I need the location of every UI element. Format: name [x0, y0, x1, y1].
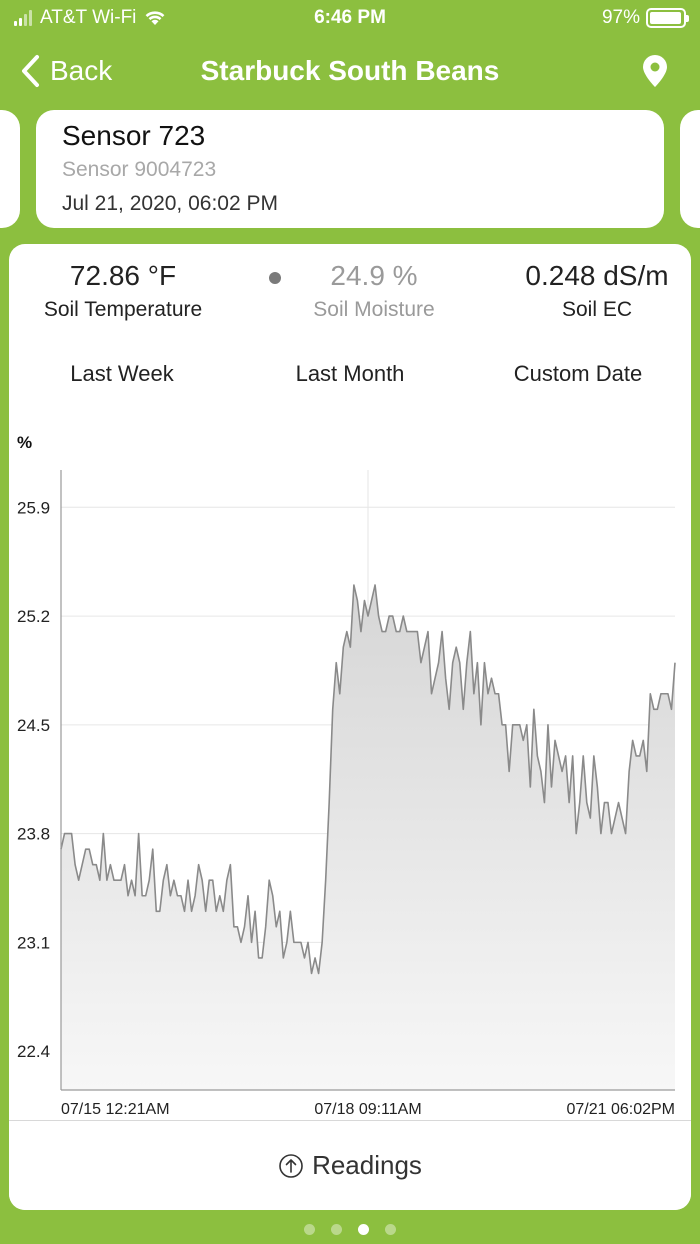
map-pin-icon[interactable]: [642, 54, 668, 88]
tab-custom-date[interactable]: Custom Date: [513, 361, 643, 386]
x-tick-label: 07/15 12:21AM: [61, 1101, 170, 1114]
y-tick-label: 24.5: [17, 716, 50, 735]
metric-value: 72.86 °F: [69, 260, 177, 291]
carrier-label: AT&T Wi-Fi: [40, 7, 137, 28]
chart-axes: [60, 470, 675, 1091]
chart-series: [60, 584, 676, 1090]
cellular-signal-icon: [14, 10, 32, 26]
readings-panel: 72.86 °F Soil Temperature 24.9 % Soil Mo…: [9, 244, 691, 1210]
y-tick-label: 23.8: [17, 825, 50, 844]
page-indicator: [0, 1224, 700, 1235]
nav-bar: Back Starbuck South Beans: [0, 40, 700, 104]
x-tick-label: 07/18 09:11AM: [314, 1101, 421, 1114]
metric-soil-moisture[interactable]: 24.9 % Soil Moisture: [287, 260, 461, 322]
page-dot[interactable]: [331, 1224, 342, 1235]
wifi-icon: [146, 11, 165, 25]
readings-button[interactable]: Readings: [9, 1120, 691, 1210]
y-tick-label: 23.1: [17, 933, 50, 952]
x-axis-ticks: 07/15 12:21AM 07/18 09:11AM 07/21 06:02PM: [61, 1101, 675, 1114]
status-left: AT&T Wi-Fi: [14, 7, 166, 29]
y-axis-unit: %: [17, 433, 32, 452]
y-tick-label: 22.4: [17, 1042, 50, 1061]
metric-soil-ec[interactable]: 0.248 dS/m Soil EC: [509, 260, 685, 322]
next-sensor-card[interactable]: [680, 110, 700, 228]
page-dot[interactable]: [385, 1224, 396, 1235]
x-tick-label: 07/21 06:02PM: [566, 1101, 675, 1114]
status-right: 97%: [601, 7, 689, 29]
battery-fill: [650, 12, 682, 24]
tab-last-week[interactable]: Last Week: [70, 361, 174, 386]
status-time: 6:46 PM: [314, 7, 386, 28]
back-label: Back: [50, 55, 113, 86]
sensor-card[interactable]: Sensor 723 Sensor 9004723 Jul 21, 2020, …: [36, 110, 664, 228]
y-tick-label: 25.2: [17, 607, 50, 626]
metric-label: Soil EC: [561, 298, 633, 321]
arrow-up-circle-icon: [279, 1153, 303, 1178]
metric-label: Soil Temperature: [43, 298, 203, 321]
y-tick-label: 25.9: [17, 498, 50, 517]
metric-soil-temperature[interactable]: 72.86 °F Soil Temperature: [23, 260, 223, 322]
tab-last-month[interactable]: Last Month: [295, 361, 405, 386]
page-dot[interactable]: [304, 1224, 315, 1235]
readings-label: Readings: [312, 1150, 422, 1180]
series-line: [60, 584, 676, 975]
status-bar: AT&T Wi-Fi 6:46 PM 97%: [0, 0, 700, 36]
page-title: Starbuck South Beans: [200, 55, 500, 86]
series-area: [61, 584, 675, 1090]
chevron-left-icon: [22, 55, 39, 87]
metric-value: 0.248 dS/m: [525, 260, 669, 291]
sensor-date: Jul 21, 2020, 06:02 PM: [62, 192, 278, 215]
page-dot[interactable]: [358, 1224, 369, 1235]
metric-value: 24.9 %: [330, 260, 418, 291]
metric-label: Soil Moisture: [313, 298, 435, 321]
y-axis-ticks: 25.9 25.2 24.5 23.8 23.1 22.4: [17, 498, 50, 1061]
soil-moisture-chart[interactable]: % 25.9 25.2 24.5 23.8 23.1 22.4 07/15 12:21AM…: [9, 424, 691, 1114]
selected-metric-dot-icon: [269, 272, 281, 284]
sensor-id: Sensor 9004723: [62, 158, 217, 181]
back-button[interactable]: Back: [20, 54, 112, 88]
battery-percent: 97%: [601, 7, 640, 28]
previous-sensor-card[interactable]: [0, 110, 20, 228]
battery-icon: [646, 8, 689, 28]
sensor-name: Sensor 723: [62, 120, 206, 151]
